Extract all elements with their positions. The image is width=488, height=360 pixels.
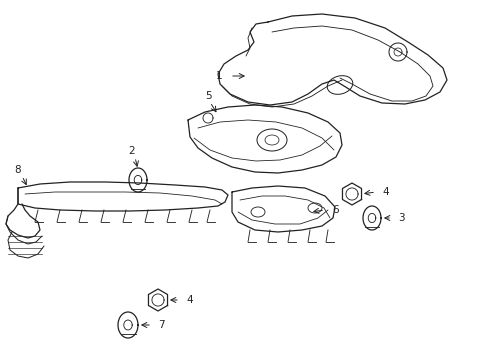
Text: 7: 7	[158, 320, 164, 330]
Text: 6: 6	[331, 205, 338, 215]
Text: 2: 2	[128, 146, 135, 156]
Text: 1: 1	[215, 71, 222, 81]
Text: 3: 3	[397, 213, 404, 223]
Text: 5: 5	[204, 91, 211, 101]
Text: 8: 8	[15, 165, 21, 175]
Text: 4: 4	[381, 187, 388, 197]
Text: 4: 4	[185, 295, 192, 305]
